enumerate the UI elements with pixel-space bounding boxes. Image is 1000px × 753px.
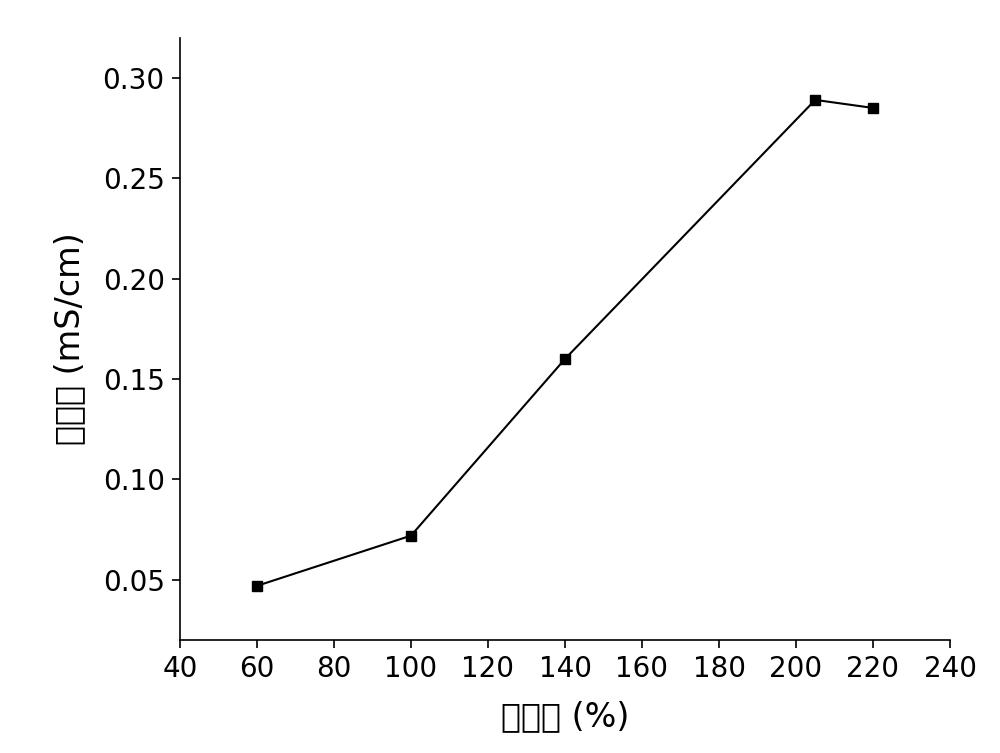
X-axis label: 吸液率 (%): 吸液率 (%) — [501, 700, 629, 733]
Y-axis label: 电导率 (mS/cm): 电导率 (mS/cm) — [53, 233, 86, 445]
